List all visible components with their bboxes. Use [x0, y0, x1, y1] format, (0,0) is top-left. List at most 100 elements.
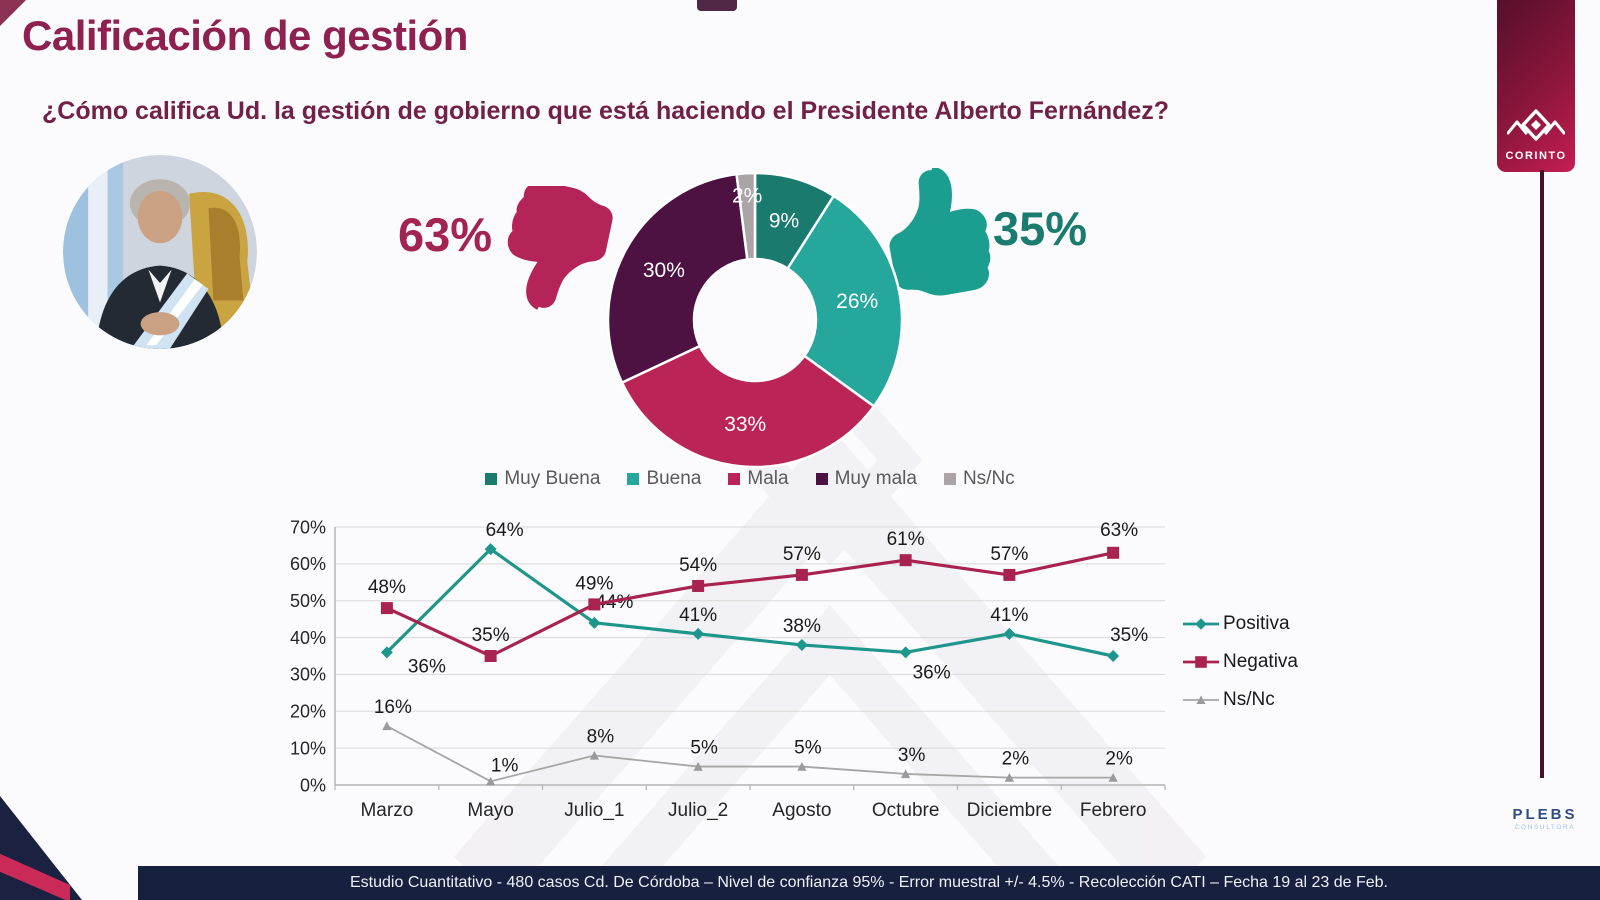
donut-legend: Muy Buena Buena Mala Muy mala Ns/Nc: [380, 468, 1120, 490]
y-axis-tick-label: 60%: [290, 554, 326, 574]
x-axis-label: Agosto: [772, 800, 831, 821]
marker-positiva: [692, 627, 705, 640]
donut-slice-label: 30%: [643, 259, 685, 282]
marker-positiva: [795, 638, 808, 651]
top-notch-accent: [697, 0, 737, 11]
marker-negativa: [380, 602, 393, 615]
donut-chart: 9% 26% 33% 30% 2%: [606, 171, 904, 469]
data-label: 41%: [990, 605, 1028, 626]
donut-legend-label: Muy Buena: [504, 468, 601, 489]
data-label: 35%: [472, 625, 510, 646]
data-label: 1%: [491, 755, 519, 776]
corinto-logo-diamond: [1531, 120, 1541, 130]
line-legend-label: Positiva: [1223, 613, 1290, 634]
data-label: 2%: [1105, 749, 1133, 770]
data-label: 16%: [374, 697, 412, 718]
line-series-positiva: [385, 547, 1114, 658]
legend-line-sample-icon: [1183, 618, 1219, 630]
corner-accent-top-left: [0, 0, 26, 26]
marker-ns-nc: [901, 769, 911, 779]
methodology-note: Estudio Cuantitativo - 480 casos Cd. De …: [350, 874, 1388, 891]
data-label: 2%: [1002, 749, 1030, 770]
plebs-logo: PLEBS CONSULTORA: [1498, 806, 1592, 831]
marker-negativa: [1107, 546, 1120, 559]
marker-positiva: [588, 616, 601, 629]
data-label: 48%: [368, 577, 406, 598]
marker-negativa: [899, 554, 912, 567]
marker-negativa: [484, 650, 497, 662]
x-axis-label: Diciembre: [967, 800, 1053, 821]
donut-legend-label: Mala: [747, 468, 789, 489]
data-label: 36%: [913, 662, 951, 683]
y-axis-tick-label: 20%: [290, 702, 326, 722]
series-marker: [1195, 618, 1207, 630]
data-label: 35%: [1110, 625, 1148, 646]
donut-legend-item: Muy mala: [815, 468, 917, 490]
data-label: 36%: [408, 656, 446, 677]
x-axis-label: Marzo: [360, 800, 413, 821]
data-label: 57%: [990, 544, 1028, 565]
marker-negativa: [1003, 568, 1016, 581]
legend-swatch-icon: [815, 473, 828, 485]
line-legend-item-ns-nc: Ns/Nc: [1183, 688, 1298, 712]
y-axis-tick-label: 70%: [290, 517, 326, 537]
data-label: 54%: [679, 555, 717, 576]
negative-total-value: 63%: [398, 208, 493, 261]
marker-ns-nc: [486, 776, 496, 786]
series-marker: [1196, 695, 1206, 705]
marker-ns-nc: [1108, 773, 1118, 782]
marker-negativa: [588, 598, 601, 611]
y-axis-tick-label: 0%: [300, 775, 326, 795]
donut-legend-label: Muy mala: [834, 468, 917, 489]
data-label: 57%: [783, 544, 821, 565]
donut-legend-label: Buena: [646, 468, 702, 489]
marker-ns-nc: [589, 750, 599, 760]
data-label: 8%: [587, 727, 615, 748]
legend-line-sample-icon: [1183, 656, 1219, 668]
line-legend-item-positiva: Positiva: [1183, 612, 1298, 636]
footer-bar: Estudio Cuantitativo - 480 casos Cd. De …: [138, 866, 1600, 900]
y-axis-tick-label: 40%: [290, 628, 326, 648]
plebs-logo-text: PLEBS: [1512, 806, 1578, 823]
data-label: 5%: [794, 738, 822, 759]
donut-slice-ns-nc: [735, 171, 757, 261]
marker-positiva: [1003, 627, 1016, 640]
line-legend-item-negativa: Negativa: [1183, 650, 1298, 674]
legend-swatch-icon: [485, 473, 498, 485]
marker-ns-nc: [797, 761, 807, 771]
x-axis-label: Mayo: [467, 800, 513, 821]
x-axis-label: Julio_2: [668, 800, 728, 821]
line-legend-label: Negativa: [1223, 651, 1298, 672]
donut-slice-label: 33%: [724, 413, 766, 436]
series-marker: [1195, 656, 1207, 668]
positive-total-value: 35%: [993, 202, 1088, 255]
plebs-logo-subtext: CONSULTORA: [1514, 824, 1576, 831]
line-chart-legend: Positiva Negativa Ns/Nc: [1183, 612, 1298, 712]
data-label: 64%: [486, 520, 524, 541]
marker-positiva: [899, 646, 912, 659]
line-series-ns-nc: [386, 725, 1114, 783]
marker-positiva: [1107, 650, 1120, 662]
thumbs-down-icon: [507, 186, 613, 310]
thumbs-up-icon: [889, 168, 991, 296]
corner-accent-bottom-left: [0, 796, 82, 900]
donut-legend-item: Mala: [728, 468, 789, 490]
y-axis-tick-label: 50%: [290, 591, 326, 611]
marker-ns-nc: [1004, 773, 1014, 782]
donut-slice-buena: [786, 194, 904, 408]
marker-positiva: [484, 543, 497, 556]
corinto-ribbon: CORINTO: [1497, 0, 1575, 172]
data-label: 49%: [575, 573, 613, 594]
president-photo: [63, 155, 257, 349]
survey-question: ¿Cómo califica Ud. la gestión de gobiern…: [42, 97, 1170, 125]
donut-legend-label: Ns/Nc: [962, 468, 1015, 489]
data-label: 38%: [783, 616, 821, 637]
data-label: 5%: [690, 738, 718, 759]
page-title: Calificación de gestión: [22, 12, 468, 59]
data-label: 41%: [679, 605, 717, 626]
trend-line-chart: 0% 10% 20% 30% 40% 50% 60% 70% Marzo Mayo Julio_1 J…: [290, 517, 1166, 821]
x-axis-label: Febrero: [1080, 800, 1147, 821]
y-axis-tick-label: 10%: [290, 738, 326, 758]
legend-swatch-icon: [728, 473, 741, 485]
y-axis-tick-label: 30%: [290, 665, 326, 685]
